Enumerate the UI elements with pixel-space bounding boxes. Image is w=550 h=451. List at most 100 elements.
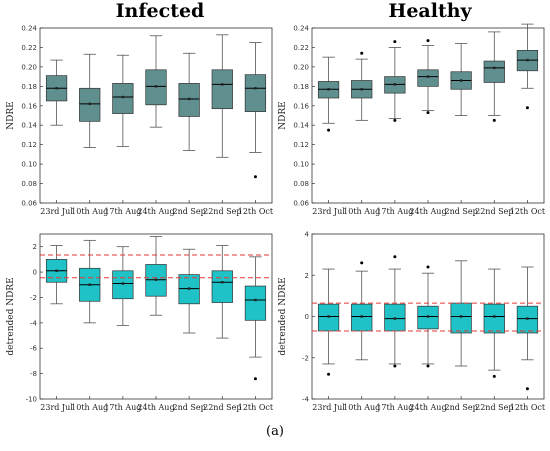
- x-tick-label: 10th Aug: [343, 207, 380, 216]
- x-tick-label: 22nd Sep: [203, 403, 241, 412]
- y-tick-label: 2: [33, 243, 37, 251]
- mean-marker: [526, 317, 529, 320]
- mean-marker: [254, 298, 257, 302]
- col-title-infected: Infected: [115, 0, 205, 22]
- y-tick-label: -4: [302, 396, 310, 404]
- x-tick-label: 12th Oct: [510, 403, 546, 412]
- x-tick-label: 10th Aug: [343, 403, 380, 412]
- mean-marker: [327, 315, 330, 318]
- x-tick-label: 17th Aug: [104, 403, 141, 412]
- y-tick-label: -8: [30, 370, 37, 378]
- y-tick-label: 0.24: [293, 25, 309, 33]
- outlier-point: [426, 265, 430, 269]
- outlier-point: [360, 261, 364, 265]
- box-4: [450, 43, 472, 116]
- box-1: [351, 51, 373, 121]
- x-tick-label: 24th Aug: [409, 207, 446, 216]
- outlier-point: [360, 51, 364, 55]
- box-2: [112, 54, 134, 148]
- box-3: [145, 236, 167, 316]
- mean-marker: [493, 315, 496, 318]
- x-tick-label: 17th Aug: [104, 207, 141, 216]
- outlier-point: [393, 118, 397, 122]
- box-0: [45, 59, 68, 126]
- mean-marker: [187, 97, 191, 101]
- x-tick-label: 23rd Jul: [312, 403, 345, 412]
- outlier-point: [393, 255, 397, 259]
- y-tick-label: -10: [26, 396, 37, 404]
- mean-marker: [88, 102, 91, 106]
- x-tick-label: 23rd Jul: [312, 207, 345, 216]
- x-tick-label: 22nd Sep: [203, 207, 241, 216]
- y-tick-label: 4: [305, 231, 310, 239]
- mean-marker: [426, 315, 430, 318]
- x-tick-label: 2nd Sep: [173, 403, 206, 412]
- box-6: [516, 23, 539, 110]
- y-tick-label: 0.12: [21, 141, 37, 149]
- mean-marker: [426, 75, 430, 78]
- box-body: [417, 69, 439, 87]
- box-0: [317, 56, 340, 132]
- box-body: [483, 60, 505, 83]
- y-tick-label: 0.20: [21, 63, 37, 71]
- box-4: [450, 260, 472, 367]
- mean-marker: [393, 83, 397, 86]
- outlier-point: [393, 364, 397, 368]
- mean-marker: [327, 88, 330, 91]
- box-6: [516, 266, 539, 391]
- box-1: [351, 261, 373, 361]
- y-axis-label: NDRE: [278, 101, 288, 129]
- y-tick-label: 0.24: [21, 25, 37, 33]
- y-tick-label: 0.06: [293, 200, 309, 208]
- mean-marker: [221, 281, 224, 284]
- col-title-healthy: Healthy: [388, 0, 472, 22]
- mean-marker: [526, 58, 529, 62]
- x-tick-label: 24th Aug: [137, 403, 174, 412]
- y-tick-label: -2: [302, 354, 309, 362]
- mean-marker: [221, 83, 224, 86]
- box-body: [211, 69, 233, 110]
- outlier-point: [327, 372, 331, 376]
- figure-panel-label: (a): [266, 424, 284, 439]
- x-tick-label: 2nd Sep: [445, 207, 478, 216]
- outlier-point: [492, 118, 496, 122]
- mean-marker: [88, 283, 91, 286]
- x-tick-label: 17th Aug: [376, 207, 413, 216]
- y-tick-label: -2: [30, 294, 37, 302]
- y-tick-label: 0.16: [293, 102, 309, 110]
- mean-marker: [493, 66, 496, 70]
- outlier-point: [253, 377, 257, 381]
- mean-marker: [121, 95, 125, 99]
- outlier-point: [525, 106, 529, 110]
- x-tick-label: 10th Aug: [71, 207, 108, 216]
- outlier-point: [426, 364, 430, 368]
- box-5: [211, 34, 233, 158]
- mean-marker: [360, 315, 363, 318]
- x-tick-label: 12th Oct: [510, 207, 546, 216]
- y-tick-label: 0.20: [293, 63, 309, 71]
- box-0: [317, 268, 340, 376]
- box-5: [483, 268, 505, 378]
- outlier-point: [253, 175, 257, 179]
- mean-marker: [154, 278, 158, 281]
- outlier-point: [426, 39, 430, 43]
- y-tick-label: 0.18: [293, 83, 309, 91]
- y-tick-label: 0.22: [21, 44, 37, 52]
- mean-marker: [360, 88, 363, 91]
- y-tick-label: 0.10: [21, 161, 37, 169]
- y-tick-label: 0.16: [21, 102, 37, 110]
- box-4: [178, 248, 200, 334]
- box-body: [483, 303, 505, 334]
- mean-marker: [55, 87, 58, 90]
- chart-panel-0: 0.06 0.08 0.10 0.12 0.14 0.16 0.18 0.20 0.22 0.24…: [6, 25, 274, 217]
- x-tick-label: 22nd Sep: [475, 207, 513, 216]
- outlier-point: [426, 111, 430, 115]
- box-0: [45, 245, 68, 305]
- x-tick-label: 17th Aug: [376, 403, 413, 412]
- box-3: [417, 265, 439, 368]
- y-tick-label: 0.18: [21, 83, 37, 91]
- mean-marker: [393, 317, 397, 320]
